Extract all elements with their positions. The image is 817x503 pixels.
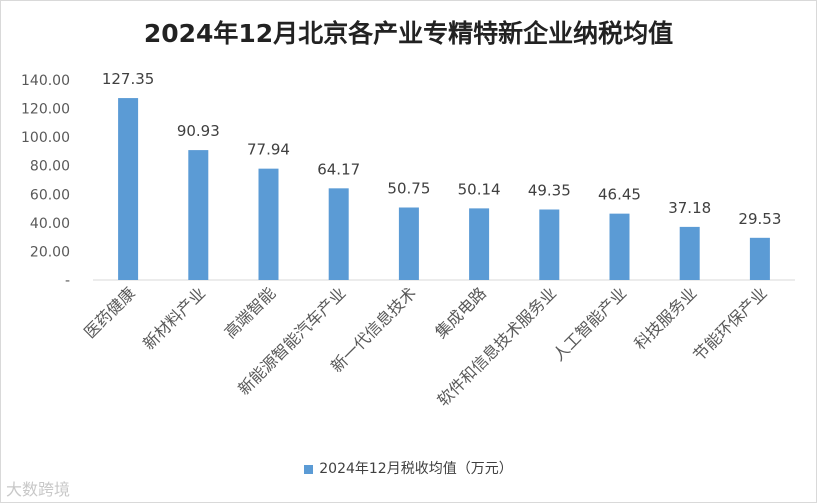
bar: [118, 98, 139, 280]
x-tick-label: 科技服务业: [631, 283, 701, 353]
x-tick-label: 节能环保产业: [689, 283, 770, 364]
legend-label: 2024年12月税收均值（万元）: [319, 461, 513, 477]
bar: [328, 188, 349, 280]
bar: [749, 237, 770, 280]
data-label: 50.75: [387, 180, 430, 198]
data-label: 49.35: [528, 182, 571, 200]
data-label: 29.53: [738, 210, 781, 228]
watermark-logo: 大数跨境: [6, 480, 71, 499]
data-label: 46.45: [598, 186, 641, 204]
y-tick-label: 80.00: [30, 159, 70, 175]
y-tick-label: 20.00: [30, 244, 70, 260]
y-tick-label: 140.00: [21, 73, 70, 89]
legend-swatch: [304, 464, 314, 474]
data-label: 90.93: [177, 122, 220, 140]
x-tick-label: 集成电路: [431, 283, 490, 342]
y-tick-label: 60.00: [30, 187, 70, 203]
data-label: 37.18: [668, 199, 711, 217]
data-label: 64.17: [317, 160, 360, 178]
x-tick-label: 高端智能: [221, 283, 280, 342]
y-tick-label: 100.00: [21, 130, 70, 146]
bar: [469, 208, 490, 280]
bar: [258, 168, 279, 280]
x-tick-label: 医药健康: [80, 283, 139, 342]
y-tick-label: -: [65, 273, 70, 289]
y-tick-label: 120.00: [21, 102, 70, 118]
y-tick-label: 40.00: [30, 216, 70, 232]
x-tick-label: 软件和信息技术服务业: [434, 283, 561, 410]
bar: [539, 209, 560, 280]
data-label: 50.14: [458, 180, 501, 198]
bar: [609, 213, 630, 280]
data-label: 77.94: [247, 141, 290, 159]
x-tick-label: 新材料产业: [139, 283, 209, 353]
bar: [398, 207, 419, 280]
chart-title: 2024年12月北京各产业专精特新企业纳税均值: [143, 19, 674, 48]
legend: 2024年12月税收均值（万元）: [0, 458, 817, 478]
data-label: 127.35: [102, 70, 155, 88]
bar: [679, 226, 700, 280]
bar: [188, 150, 209, 280]
x-tick-label: 人工智能产业: [549, 283, 630, 364]
